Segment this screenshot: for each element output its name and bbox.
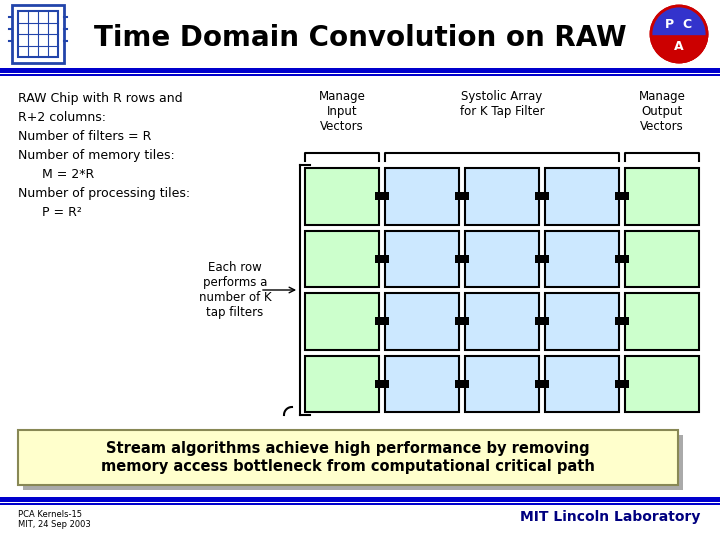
- Bar: [535, 192, 543, 200]
- Text: Each row
performs a
number of K
tap filters: Each row performs a number of K tap filt…: [199, 261, 271, 319]
- Bar: [375, 380, 383, 388]
- Circle shape: [651, 6, 707, 62]
- Text: A: A: [674, 39, 684, 52]
- Text: Number of filters = R: Number of filters = R: [18, 130, 151, 143]
- Text: R+2 columns:: R+2 columns:: [18, 111, 106, 124]
- Bar: [375, 192, 383, 200]
- Bar: [621, 317, 629, 325]
- Bar: [381, 380, 389, 388]
- Bar: [615, 380, 623, 388]
- Bar: [535, 255, 543, 263]
- Text: MIT Lincoln Laboratory: MIT Lincoln Laboratory: [520, 510, 700, 524]
- Text: PCA Kernels-15
MIT, 24 Sep 2003: PCA Kernels-15 MIT, 24 Sep 2003: [18, 510, 91, 529]
- Bar: [625, 231, 699, 287]
- Text: Systolic Array
for K Tap Filter: Systolic Array for K Tap Filter: [459, 90, 544, 118]
- Bar: [385, 293, 459, 349]
- Text: M = 2*R: M = 2*R: [18, 168, 94, 181]
- Bar: [465, 293, 539, 349]
- Bar: [545, 168, 619, 225]
- Bar: [385, 168, 459, 225]
- Bar: [0, 497, 720, 502]
- Bar: [625, 168, 699, 225]
- Bar: [541, 192, 549, 200]
- Bar: [465, 355, 539, 412]
- Bar: [0, 503, 720, 505]
- Bar: [625, 293, 699, 349]
- Bar: [23, 435, 683, 490]
- Bar: [381, 192, 389, 200]
- Bar: [455, 317, 463, 325]
- Bar: [381, 317, 389, 325]
- Bar: [465, 231, 539, 287]
- Text: RAW Chip with R rows and: RAW Chip with R rows and: [18, 92, 183, 105]
- Bar: [461, 380, 469, 388]
- Bar: [0, 68, 720, 73]
- Bar: [541, 380, 549, 388]
- Bar: [12, 5, 64, 63]
- Text: P: P: [665, 17, 674, 30]
- Text: Time Domain Convolution on RAW: Time Domain Convolution on RAW: [94, 24, 626, 52]
- Bar: [545, 231, 619, 287]
- Text: Stream algorithms achieve high performance by removing
memory access bottleneck : Stream algorithms achieve high performan…: [101, 441, 595, 474]
- Bar: [621, 192, 629, 200]
- Bar: [535, 317, 543, 325]
- Bar: [541, 317, 549, 325]
- Bar: [621, 380, 629, 388]
- Bar: [375, 255, 383, 263]
- Bar: [385, 355, 459, 412]
- Bar: [305, 231, 379, 287]
- Text: P = R²: P = R²: [18, 206, 82, 219]
- Bar: [455, 255, 463, 263]
- Bar: [465, 168, 539, 225]
- Bar: [545, 355, 619, 412]
- Bar: [305, 293, 379, 349]
- Bar: [18, 430, 678, 485]
- Bar: [625, 355, 699, 412]
- Text: C: C: [683, 17, 692, 30]
- Bar: [461, 255, 469, 263]
- Bar: [375, 317, 383, 325]
- Bar: [381, 255, 389, 263]
- Bar: [305, 355, 379, 412]
- Bar: [535, 380, 543, 388]
- Bar: [615, 317, 623, 325]
- Bar: [461, 317, 469, 325]
- Bar: [541, 255, 549, 263]
- Bar: [615, 255, 623, 263]
- Bar: [621, 255, 629, 263]
- Text: Number of memory tiles:: Number of memory tiles:: [18, 149, 175, 162]
- Bar: [305, 168, 379, 225]
- Bar: [615, 192, 623, 200]
- Bar: [545, 293, 619, 349]
- Bar: [455, 380, 463, 388]
- Text: Manage
Output
Vectors: Manage Output Vectors: [639, 90, 685, 133]
- Bar: [0, 74, 720, 76]
- Bar: [18, 11, 58, 57]
- Bar: [461, 192, 469, 200]
- Bar: [455, 192, 463, 200]
- Bar: [385, 231, 459, 287]
- Text: Manage
Input
Vectors: Manage Input Vectors: [318, 90, 366, 133]
- Text: Number of processing tiles:: Number of processing tiles:: [18, 187, 190, 200]
- Bar: [0, 0, 720, 68]
